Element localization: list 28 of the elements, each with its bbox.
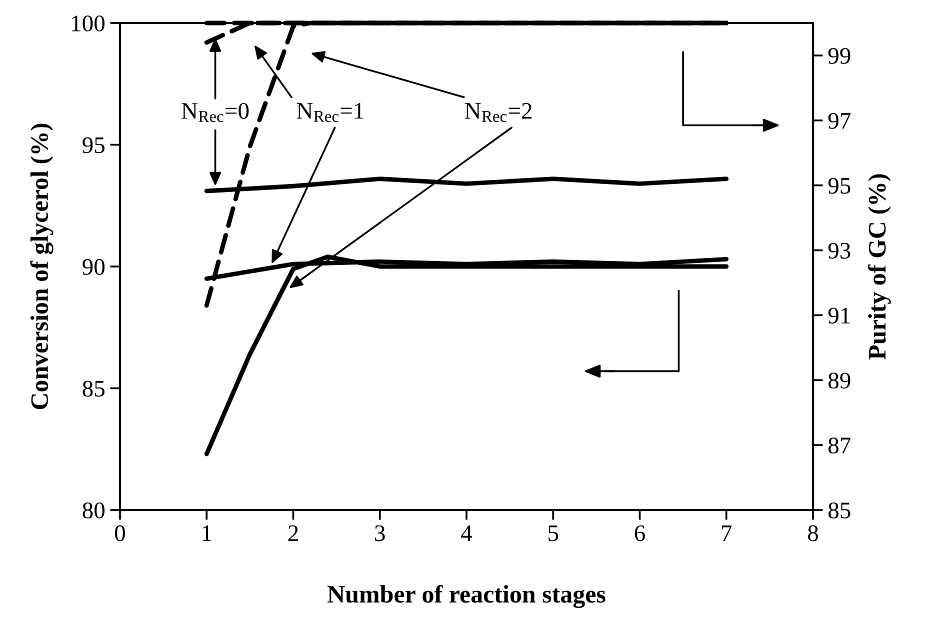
x-tick-label: 0 [114,525,126,542]
x-tick-label: 5 [548,526,558,542]
x-tick-label: 4 [461,525,472,541]
x-tick-label: 7 [722,526,732,541]
y2-axis-title: Purity of GC (%) [868,174,891,360]
x-tick-label: 8 [808,525,818,542]
y-tick-label: 100 [72,15,105,32]
x-tick-label: 2 [288,525,298,541]
x-tick-label: 6 [634,525,645,542]
y2-tick-label: 85 [828,502,850,518]
y2-tick-label: 97 [828,112,851,129]
y2-tick-label: 95 [828,178,850,194]
annotation: N$_{Rec}$=2 [464,102,532,122]
y2-tick-label: 91 [828,308,850,324]
y2-tick-label: 93 [828,242,850,259]
annotation: N$_{Rec}$=1 [296,102,364,122]
y2-tick-label: 89 [828,372,850,389]
x-axis-title: Number of reaction stages [328,584,606,608]
y-tick-label: 85 [82,380,104,397]
y-tick-label: 90 [82,258,105,275]
y-tick-label: 80 [82,502,105,518]
y2-tick-label: 99 [828,48,850,64]
y-tick-label: 95 [82,137,104,154]
y-axis-title: Conversion of glycerol (%) [30,124,54,410]
y2-tick-label: 87 [828,438,851,454]
x-tick-label: 1 [202,525,212,541]
x-tick-label: 3 [375,525,385,542]
annotation: N$_{Rec}$=0 [182,102,249,122]
